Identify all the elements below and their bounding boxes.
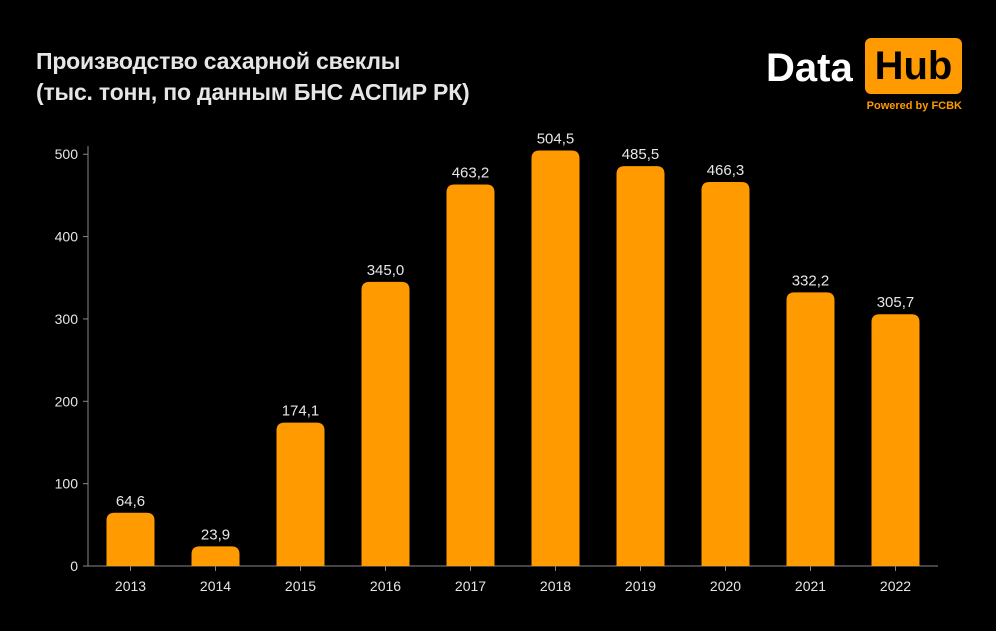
logo-hub-badge: Hub bbox=[865, 38, 962, 94]
data-label: 174,1 bbox=[282, 403, 320, 420]
data-label: 485,5 bbox=[622, 146, 660, 163]
bar-2016 bbox=[361, 281, 410, 566]
bar-2017 bbox=[446, 184, 495, 566]
y-tick-label: 100 bbox=[55, 476, 79, 492]
x-tick-label: 2022 bbox=[880, 578, 911, 594]
x-tick-label: 2020 bbox=[710, 578, 741, 594]
bars bbox=[106, 150, 920, 567]
bar-2019 bbox=[616, 166, 665, 567]
x-tick-label: 2018 bbox=[540, 578, 571, 594]
y-tick-label: 0 bbox=[70, 558, 78, 574]
bar-2020 bbox=[701, 181, 750, 567]
y-tick-label: 400 bbox=[55, 229, 79, 245]
data-label: 332,2 bbox=[792, 272, 830, 289]
value-labels: 64,6 23,9 174,1 345,0 463,2 504,5 485,5 466,3 33… bbox=[116, 131, 914, 544]
data-label: 463,2 bbox=[452, 165, 490, 182]
data-label: 504,5 bbox=[537, 131, 575, 148]
datahub-logo: Data Hub Powered by FCBK bbox=[766, 36, 962, 116]
bar-2014 bbox=[191, 546, 240, 566]
bar-2015 bbox=[276, 422, 325, 566]
x-axis: 2013 2014 2015 2016 2017 2018 2019 2020 2021 2022 bbox=[88, 565, 938, 594]
bar-2013 bbox=[106, 512, 155, 566]
logo-data-text: Data bbox=[766, 46, 853, 90]
x-tick-label: 2013 bbox=[115, 578, 146, 594]
data-label: 23,9 bbox=[201, 526, 230, 543]
x-tick-label: 2019 bbox=[625, 578, 656, 594]
logo-powered-by: Powered by FCBK bbox=[866, 100, 962, 112]
data-label: 64,6 bbox=[116, 493, 145, 510]
chart-title: Производство сахарной свеклы (тыс. тонн,… bbox=[36, 46, 470, 108]
y-tick-label: 300 bbox=[55, 311, 79, 327]
bar-2021 bbox=[786, 292, 835, 566]
x-tick-label: 2014 bbox=[200, 578, 231, 594]
chart-title-line1: Производство сахарной свеклы bbox=[36, 48, 401, 74]
y-tick-label: 200 bbox=[55, 393, 79, 409]
y-axis: 0 100 200 300 400 500 bbox=[55, 146, 89, 574]
bar-2018 bbox=[531, 150, 580, 566]
data-label: 466,3 bbox=[707, 162, 745, 179]
x-tick-label: 2017 bbox=[455, 578, 486, 594]
chart-title-line2: (тыс. тонн, по данным БНС АСПиР РК) bbox=[36, 79, 470, 105]
x-tick-label: 2016 bbox=[370, 578, 401, 594]
bar-2022 bbox=[871, 314, 920, 566]
y-tick-label: 500 bbox=[55, 146, 79, 162]
x-tick-label: 2021 bbox=[795, 578, 826, 594]
x-tick-label: 2015 bbox=[285, 578, 316, 594]
data-label: 345,0 bbox=[367, 262, 405, 279]
data-label: 305,7 bbox=[877, 294, 915, 311]
